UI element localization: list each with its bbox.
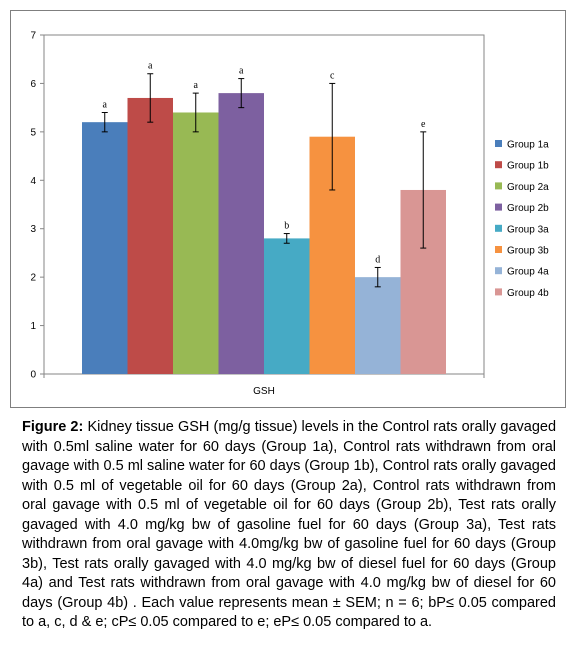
- bar-significance-label: a: [103, 99, 108, 110]
- legend-label: Group 4b: [507, 288, 549, 299]
- bar-significance-label: c: [330, 70, 335, 81]
- legend-swatch: [495, 161, 502, 169]
- bar-group: b: [264, 221, 310, 374]
- bar-group: c: [309, 70, 355, 374]
- bar-group: a: [218, 66, 264, 374]
- y-tick-label: 1: [30, 321, 36, 332]
- legend-label: Group 4a: [507, 267, 549, 278]
- legend-item: Group 1b: [495, 161, 549, 172]
- bar-significance-label: a: [239, 66, 244, 77]
- legend-swatch: [495, 182, 502, 190]
- bar-significance-label: d: [375, 254, 380, 265]
- y-tick-label: 6: [30, 79, 36, 90]
- bar-group: e: [400, 119, 446, 374]
- y-tick-label: 7: [30, 31, 36, 42]
- figure-caption: Figure 2: Kidney tissue GSH (mg/g tissue…: [22, 418, 556, 633]
- legend-swatch: [495, 288, 502, 296]
- legend-label: Group 3a: [507, 224, 549, 235]
- bar: [173, 112, 219, 374]
- bar-significance-label: a: [194, 80, 199, 91]
- y-tick-label: 5: [30, 127, 36, 138]
- bar-group: a: [127, 61, 173, 374]
- bar: [82, 122, 128, 375]
- legend-swatch: [495, 203, 502, 211]
- chart-legend: Group 1a Group 1b Group 2a Group 2b Group 3a…: [495, 140, 549, 299]
- bar: [355, 277, 401, 374]
- legend-label: Group 1a: [507, 140, 549, 151]
- bar-significance-label: a: [148, 61, 153, 72]
- bar-significance-label: e: [421, 119, 426, 130]
- chart-bars: a a a a b c d e: [82, 61, 446, 375]
- y-tick-label: 4: [30, 176, 36, 187]
- bar: [218, 93, 264, 374]
- legend-swatch: [495, 267, 502, 275]
- legend-label: Group 1b: [507, 161, 549, 172]
- bar: [127, 97, 173, 374]
- bar: [264, 238, 310, 374]
- legend-label: Group 2a: [507, 182, 549, 193]
- y-tick-label: 0: [30, 370, 36, 381]
- bar-significance-label: b: [284, 221, 289, 232]
- legend-item: Group 2b: [495, 203, 549, 214]
- legend-item: Group 2a: [495, 182, 549, 193]
- bar-group: d: [355, 254, 401, 374]
- y-tick-label: 2: [30, 273, 36, 284]
- legend-label: Group 3b: [507, 246, 549, 257]
- legend-item: Group 4b: [495, 288, 549, 299]
- legend-swatch: [495, 246, 502, 253]
- figure-caption-text: Kidney tissue GSH (mg/g tissue) levels i…: [22, 419, 557, 630]
- legend-swatch: [495, 140, 502, 147]
- x-category-label: GSH: [253, 386, 275, 397]
- figure-label: Figure 2:: [22, 419, 84, 435]
- legend-item: Group 3b: [495, 246, 549, 257]
- legend-swatch: [495, 224, 502, 232]
- legend-label: Group 2b: [507, 203, 549, 214]
- legend-item: Group 4a: [495, 267, 549, 278]
- legend-item: Group 3a: [495, 224, 549, 235]
- bar-group: a: [173, 80, 219, 374]
- y-tick-label: 3: [30, 224, 36, 235]
- legend-item: Group 1a: [495, 140, 549, 151]
- bar-group: a: [82, 99, 128, 375]
